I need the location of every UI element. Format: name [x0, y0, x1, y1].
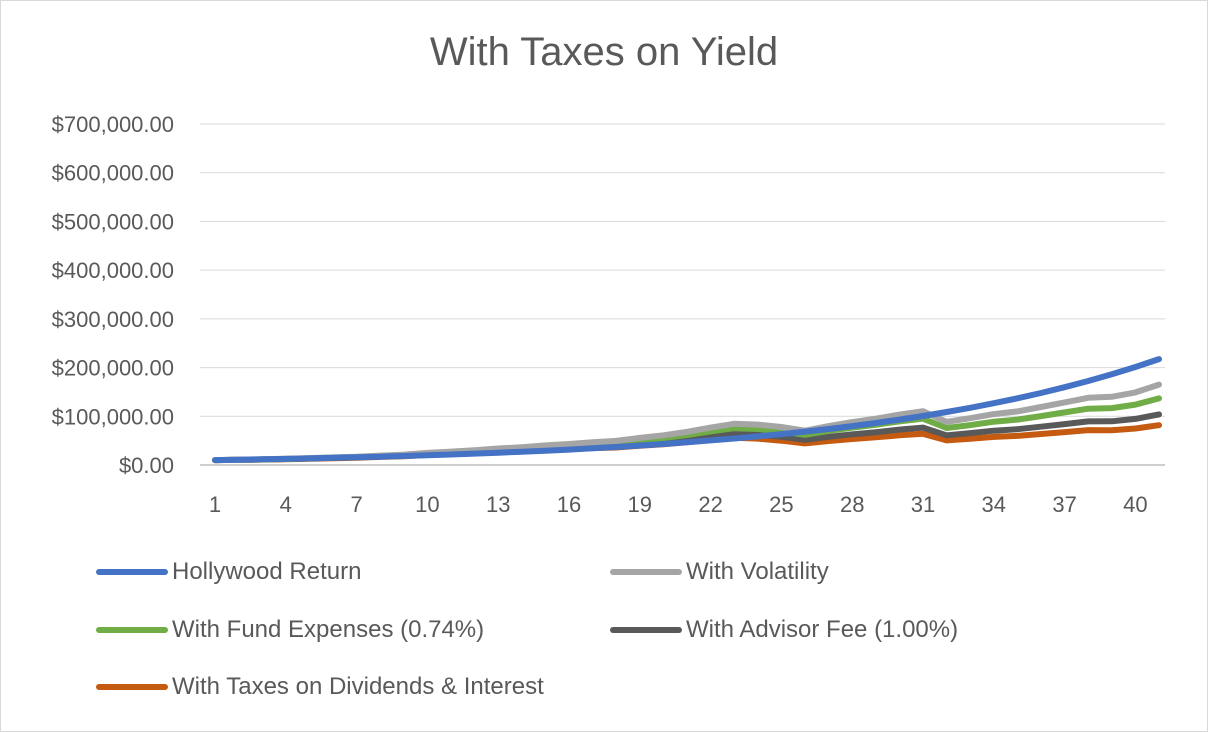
y-tick-label: $0.00: [119, 453, 174, 478]
x-tick-label: 25: [769, 492, 793, 517]
x-axis-tick-labels: 1 4 7 10 13 16 19 22 25 28 31 34 37 40: [209, 492, 1148, 517]
legend-item: Hollywood Return: [96, 557, 361, 587]
legend-item: With Volatility: [610, 557, 829, 587]
y-tick-label: $500,000.00: [52, 209, 174, 234]
x-tick-label: 22: [698, 492, 722, 517]
y-tick-label: $200,000.00: [52, 356, 174, 381]
x-tick-label: 19: [628, 492, 652, 517]
legend-label: Hollywood Return: [172, 558, 362, 585]
legend-swatch: [96, 569, 168, 575]
legend-label: With Taxes on Dividends & Interest: [172, 673, 544, 700]
legend-label: With Fund Expenses (0.74%): [172, 616, 485, 643]
x-tick-label: 37: [1052, 492, 1076, 517]
x-tick-label: 16: [557, 492, 581, 517]
x-tick-label: 40: [1123, 492, 1147, 517]
legend-swatch: [96, 684, 168, 690]
x-tick-label: 4: [280, 492, 292, 517]
x-tick-label: 28: [840, 492, 864, 517]
gridlines: [200, 123, 1165, 466]
series-lines: [212, 356, 1162, 464]
x-tick-label: 1: [209, 492, 221, 517]
legend-item: With Fund Expenses (0.74%): [96, 615, 484, 645]
chart-title: With Taxes on Yield: [429, 30, 779, 74]
y-axis-tick-labels: $0.00 $100,000.00 $200,000.00 $300,000.00 $4…: [52, 112, 174, 478]
x-tick-label: 34: [982, 492, 1006, 517]
legend-item: With Advisor Fee (1.00%): [610, 615, 958, 645]
legend-swatch: [96, 627, 168, 633]
legend-label: With Advisor Fee (1.00%): [686, 616, 959, 643]
legend-item: With Taxes on Dividends & Interest: [96, 672, 544, 702]
legend-label: With Volatility: [686, 558, 829, 585]
x-tick-label: 13: [486, 492, 510, 517]
x-tick-label: 10: [415, 492, 439, 517]
y-tick-label: $700,000.00: [52, 112, 174, 137]
y-tick-label: $300,000.00: [52, 307, 174, 332]
series-line-1: [212, 356, 1162, 464]
y-tick-label: $600,000.00: [52, 161, 174, 186]
x-tick-label: 7: [350, 492, 362, 517]
legend-swatch: [610, 569, 682, 575]
y-tick-label: $100,000.00: [52, 404, 174, 429]
y-tick-label: $400,000.00: [52, 258, 174, 283]
legend-swatch: [610, 627, 682, 633]
x-tick-label: 31: [911, 492, 935, 517]
